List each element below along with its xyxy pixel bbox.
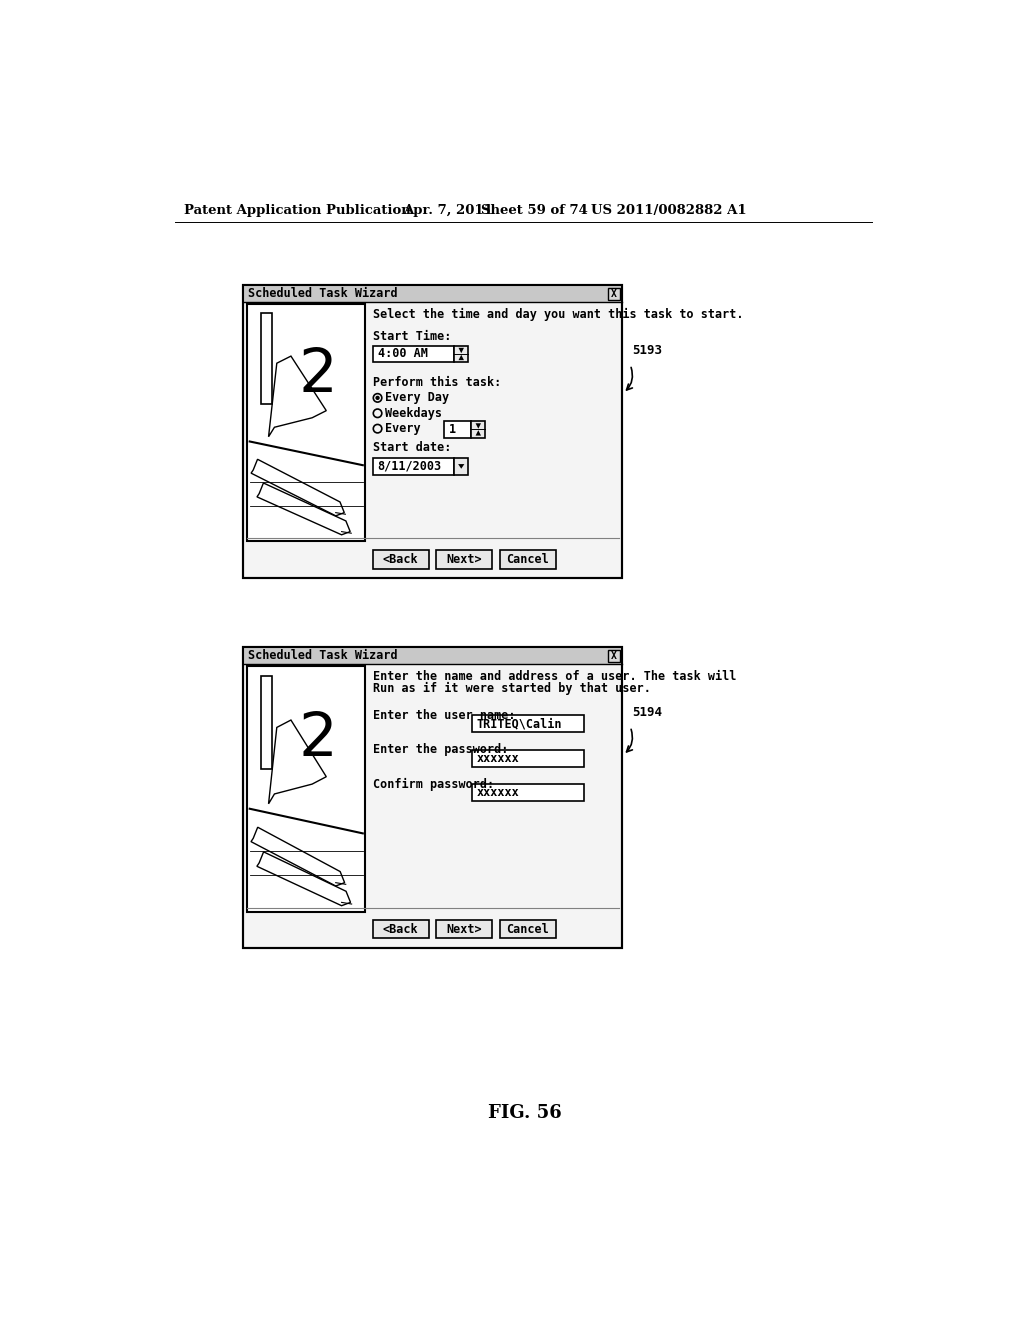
Text: Patent Application Publication: Patent Application Publication xyxy=(183,205,411,218)
Text: US 2011/0082882 A1: US 2011/0082882 A1 xyxy=(591,205,746,218)
Bar xyxy=(607,649,621,663)
Text: Every Day: Every Day xyxy=(385,391,450,404)
Text: X: X xyxy=(611,651,616,661)
Bar xyxy=(373,346,455,363)
Text: xxxxxx: xxxxxx xyxy=(477,751,519,764)
Text: Start date:: Start date: xyxy=(373,441,452,454)
Polygon shape xyxy=(475,424,481,429)
Polygon shape xyxy=(475,430,481,436)
Bar xyxy=(243,647,623,948)
Text: Apr. 7, 2011: Apr. 7, 2011 xyxy=(403,205,493,218)
Text: Enter the password:: Enter the password: xyxy=(373,743,508,756)
Circle shape xyxy=(376,396,380,400)
Polygon shape xyxy=(459,348,464,354)
Bar xyxy=(472,715,585,733)
Bar xyxy=(500,920,556,939)
Bar xyxy=(261,313,272,404)
Polygon shape xyxy=(251,828,345,886)
Bar xyxy=(261,676,272,770)
Text: Enter the name and address of a user. The task will: Enter the name and address of a user. Th… xyxy=(373,671,736,684)
Bar xyxy=(472,784,585,801)
Text: Cancel: Cancel xyxy=(507,553,549,566)
Text: Next>: Next> xyxy=(446,553,482,566)
Bar xyxy=(373,920,429,939)
Bar xyxy=(243,285,623,302)
FancyArrowPatch shape xyxy=(627,729,633,752)
Text: Run as if it were started by that user.: Run as if it were started by that user. xyxy=(373,682,651,696)
Text: <Back: <Back xyxy=(383,923,419,936)
Text: 5194: 5194 xyxy=(632,706,662,719)
Bar xyxy=(607,288,621,300)
Bar xyxy=(243,285,623,578)
Text: 8/11/2003: 8/11/2003 xyxy=(378,459,441,473)
Text: X: X xyxy=(611,289,616,298)
Text: Scheduled Task Wizard: Scheduled Task Wizard xyxy=(248,288,397,301)
Text: xxxxxx: xxxxxx xyxy=(477,787,519,800)
Bar xyxy=(243,285,623,578)
Text: <Back: <Back xyxy=(383,553,419,566)
Text: 2: 2 xyxy=(299,346,338,404)
Bar xyxy=(472,750,585,767)
Text: Perform this task:: Perform this task: xyxy=(373,376,501,389)
Text: Cancel: Cancel xyxy=(507,923,549,936)
Bar xyxy=(373,458,455,475)
Text: Start Time:: Start Time: xyxy=(373,330,452,343)
Bar xyxy=(436,550,493,569)
Bar xyxy=(248,665,366,912)
Text: 5193: 5193 xyxy=(632,345,662,358)
Bar xyxy=(500,550,556,569)
Text: Weekdays: Weekdays xyxy=(385,407,442,420)
Polygon shape xyxy=(257,851,350,906)
Text: 1: 1 xyxy=(449,422,456,436)
Bar xyxy=(471,421,485,438)
Text: Every: Every xyxy=(385,422,421,436)
Polygon shape xyxy=(458,465,464,469)
Polygon shape xyxy=(251,459,344,516)
Bar xyxy=(243,647,623,664)
Polygon shape xyxy=(257,483,350,535)
Bar xyxy=(243,647,623,948)
Text: Scheduled Task Wizard: Scheduled Task Wizard xyxy=(248,649,397,663)
Text: TRITEQ\Calin: TRITEQ\Calin xyxy=(477,717,562,730)
Bar xyxy=(444,421,471,438)
Text: FIG. 56: FIG. 56 xyxy=(487,1105,562,1122)
Bar xyxy=(373,550,429,569)
Bar xyxy=(436,920,493,939)
Text: Select the time and day you want this task to start.: Select the time and day you want this ta… xyxy=(373,308,743,321)
Polygon shape xyxy=(459,355,464,360)
Text: Confirm password:: Confirm password: xyxy=(373,777,494,791)
Bar xyxy=(455,458,468,475)
Text: Next>: Next> xyxy=(446,923,482,936)
Bar xyxy=(248,304,366,541)
Bar xyxy=(455,346,468,363)
Text: Sheet 59 of 74: Sheet 59 of 74 xyxy=(481,205,588,218)
Text: Enter the user name:: Enter the user name: xyxy=(373,709,515,722)
Text: 4:00 AM: 4:00 AM xyxy=(378,347,427,360)
FancyArrowPatch shape xyxy=(627,367,633,389)
Text: 2: 2 xyxy=(299,710,338,770)
